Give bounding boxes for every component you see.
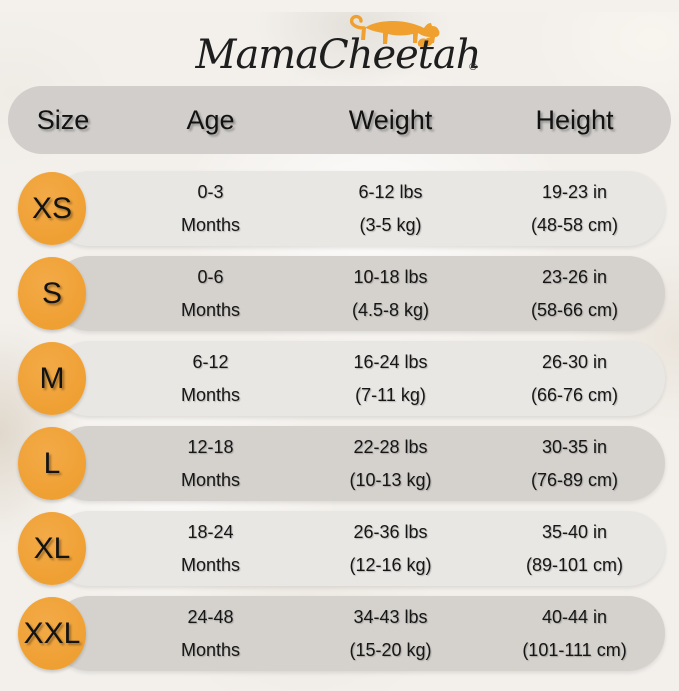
table-row: L 12-18 Months 22-28 lbs (10-13 kg) 30-3… bbox=[8, 426, 671, 501]
row-pill bbox=[52, 171, 665, 246]
size-badge: XL bbox=[18, 512, 86, 585]
size-badge: XXL bbox=[18, 597, 86, 670]
height-cell: 19-23 in (48-58 cm) bbox=[530, 181, 619, 235]
table-row: XS 0-3 Months 6-12 lbs (3-5 kg) 19-23 in… bbox=[8, 171, 671, 246]
weight-cell: 34-43 lbs (15-20 kg) bbox=[349, 606, 432, 660]
height-cell: 30-35 in (76-89 cm) bbox=[530, 436, 619, 490]
height-cell: 40-44 in (101-111 cm) bbox=[522, 606, 627, 660]
row-pill bbox=[52, 341, 665, 416]
age-cell: 12-18 Months bbox=[180, 436, 241, 490]
weight-cell: 10-18 lbs (4.5-8 kg) bbox=[351, 266, 430, 320]
height-cell: 26-30 in (66-76 cm) bbox=[530, 351, 619, 405]
table-row: XXL 24-48 Months 34-43 lbs (15-20 kg) 40… bbox=[8, 596, 671, 671]
header-height: Height bbox=[535, 104, 614, 135]
brand-logo: MamaCheetah ® bbox=[194, 14, 481, 78]
weight-cell: 16-24 lbs (7-11 kg) bbox=[353, 351, 428, 405]
age-cell: 6-12 Months bbox=[180, 351, 241, 405]
size-badge: M bbox=[18, 342, 86, 415]
cheetah-cub-icon bbox=[417, 37, 433, 47]
header-size: Size bbox=[36, 104, 90, 135]
age-cell: 0-6 Months bbox=[180, 266, 241, 320]
table-header-row: Size Age Weight Height bbox=[8, 86, 671, 154]
weight-cell: 22-28 lbs (10-13 kg) bbox=[349, 436, 432, 490]
height-cell: 23-26 in (58-66 cm) bbox=[530, 266, 619, 320]
header-age: Age bbox=[186, 104, 235, 135]
size-chart-table: Size Age Weight Height XS 0-3 Months 6-1… bbox=[8, 86, 671, 671]
weight-cell: 26-36 lbs (12-16 kg) bbox=[349, 521, 432, 575]
row-pill bbox=[52, 256, 665, 331]
weight-cell: 6-12 lbs (3-5 kg) bbox=[358, 181, 423, 235]
age-cell: 18-24 Months bbox=[180, 521, 241, 575]
table-row: XL 18-24 Months 26-36 lbs (12-16 kg) 35-… bbox=[8, 511, 671, 586]
row-pill bbox=[52, 426, 665, 501]
age-cell: 0-3 Months bbox=[180, 181, 241, 235]
header-weight: Weight bbox=[348, 104, 433, 135]
size-badge: L bbox=[18, 427, 86, 500]
size-badge: S bbox=[18, 257, 86, 330]
height-cell: 35-40 in (89-101 cm) bbox=[525, 521, 624, 575]
size-badge: XS bbox=[18, 172, 86, 245]
row-pill bbox=[52, 511, 665, 586]
brand-name-text: MamaCheetah bbox=[194, 32, 480, 78]
table-row: S 0-6 Months 10-18 lbs (4.5-8 kg) 23-26 … bbox=[8, 256, 671, 331]
registered-trademark: ® bbox=[468, 62, 478, 73]
cheetah-icon bbox=[349, 14, 439, 47]
row-pill bbox=[52, 596, 665, 671]
age-cell: 24-48 Months bbox=[180, 606, 241, 660]
table-row: M 6-12 Months 16-24 lbs (7-11 kg) 26-30 … bbox=[8, 341, 671, 416]
